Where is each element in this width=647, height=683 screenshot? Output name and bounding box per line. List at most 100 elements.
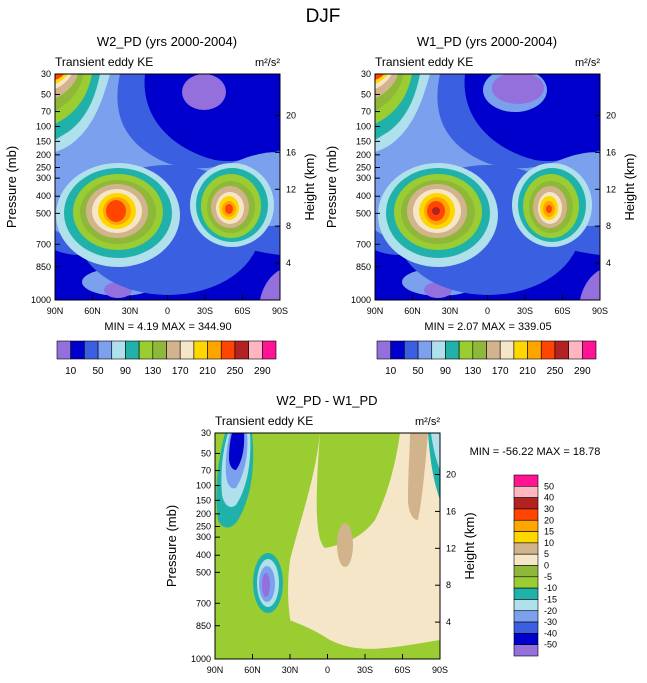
colorbar-swatch	[527, 340, 542, 360]
colorbar-swatch	[376, 340, 391, 360]
colorbar-swatch	[445, 340, 460, 360]
y-axis-label: Pressure (mb)	[324, 146, 339, 228]
y-tick-label: 250	[36, 162, 51, 172]
colorbar-swatch	[582, 340, 597, 360]
colorbar-swatch	[220, 340, 236, 360]
y-tick-label: 50	[41, 89, 51, 99]
colorbar-swatch	[513, 553, 539, 566]
height-tick-label: 8	[446, 580, 451, 590]
colorbar-swatch	[513, 610, 539, 623]
colorbar-swatch	[431, 340, 446, 360]
y-tick-label: 400	[196, 550, 211, 560]
colorbar-swatch	[458, 340, 474, 360]
x-tick-label: 60N	[84, 306, 101, 316]
colorbar-label: 0	[544, 561, 549, 571]
colorbar-label: 210	[519, 366, 536, 377]
contour-field	[215, 433, 440, 659]
x-tick-label: 30S	[357, 665, 373, 675]
colorbar-label: 5	[544, 549, 549, 559]
y-tick-label: 400	[356, 191, 371, 201]
colorbar-label: 10	[65, 366, 77, 377]
x-tick-label: 0	[485, 306, 490, 316]
colorbar-swatch	[513, 519, 539, 532]
height-tick-label: 12	[286, 184, 296, 194]
colorbar-label: 250	[227, 366, 244, 377]
y-axis-right-label: Height (km)	[622, 153, 637, 220]
height-tick-label: 4	[446, 617, 451, 627]
x-tick-label: 30S	[197, 306, 213, 316]
panel-left-label: Transient eddy KE	[55, 55, 153, 69]
y-tick-label: 70	[201, 466, 211, 476]
colorbar-swatch	[513, 621, 539, 634]
height-tick-label: 20	[606, 111, 616, 121]
height-tick-label: 8	[606, 221, 611, 231]
y-tick-label: 300	[36, 173, 51, 183]
height-tick-label: 12	[446, 543, 456, 553]
colorbar-swatch	[486, 340, 501, 360]
x-tick-label: 90N	[47, 306, 64, 316]
x-tick-label: 60N	[404, 306, 421, 316]
height-tick-label: 16	[286, 147, 296, 157]
y-tick-label: 500	[356, 208, 371, 218]
x-tick-label: 30N	[122, 306, 139, 316]
y-tick-label: 150	[196, 495, 211, 505]
figure-title: DJF	[306, 6, 341, 27]
y-tick-label: 300	[356, 173, 371, 183]
colorbar-label: -5	[544, 572, 552, 582]
y-tick-label: 850	[356, 262, 371, 272]
x-tick-label: 90S	[592, 306, 608, 316]
panel-title: W1_PD (yrs 2000-2004)	[417, 34, 557, 49]
y-tick-label: 150	[356, 136, 371, 146]
colorbar-label: 90	[120, 366, 132, 377]
y-axis-label: Pressure (mb)	[4, 146, 19, 228]
x-tick-label: 60S	[554, 306, 570, 316]
colorbar-swatch	[152, 340, 167, 360]
x-tick-label: 90N	[207, 665, 224, 675]
colorbar-swatch	[70, 340, 85, 360]
height-tick-label: 4	[286, 258, 291, 268]
colorbar-swatch	[56, 340, 71, 360]
colorbar-swatch	[568, 340, 583, 360]
colorbar-label: 170	[172, 366, 189, 377]
colorbar-swatch	[84, 340, 99, 360]
colorbar-swatch	[234, 340, 249, 360]
colorbar-swatch	[166, 340, 181, 360]
height-tick-label: 20	[446, 470, 456, 480]
y-tick-label: 300	[196, 532, 211, 542]
colorbar-label: -20	[544, 606, 557, 616]
colorbar-swatch	[513, 508, 539, 521]
y-tick-label: 50	[361, 89, 371, 99]
y-tick-label: 400	[36, 191, 51, 201]
colorbar-swatch	[138, 340, 154, 360]
x-tick-label: 30N	[442, 306, 459, 316]
panel-title: W2_PD (yrs 2000-2004)	[97, 34, 237, 49]
colorbar-label: 130	[464, 366, 481, 377]
y-tick-label: 500	[36, 208, 51, 218]
colorbar-swatch	[513, 587, 539, 600]
colorbar-label: -50	[544, 640, 557, 650]
colorbar-swatch	[513, 340, 528, 360]
colorbar-label: -30	[544, 617, 557, 627]
y-tick-label: 100	[356, 122, 371, 132]
colorbar-swatch	[513, 644, 539, 657]
colorbar-label: 50	[544, 481, 554, 491]
panel-title: W2_PD - W1_PD	[276, 393, 377, 408]
stats-label: MIN = 2.07 MAX = 339.05	[424, 321, 551, 333]
x-tick-label: 0	[165, 306, 170, 316]
colorbar-swatch	[179, 340, 195, 360]
x-tick-label: 0	[325, 665, 330, 675]
colorbar-label: 10	[385, 366, 397, 377]
y-tick-label: 50	[201, 448, 211, 458]
y-tick-label: 700	[36, 239, 51, 249]
y-tick-label: 100	[36, 122, 51, 132]
colorbar-swatch	[513, 633, 539, 645]
colorbar-label: 90	[440, 366, 452, 377]
stats-label: MIN = -56.22 MAX = 18.78	[470, 446, 601, 458]
x-tick-label: 60S	[394, 665, 410, 675]
colorbar-label: 50	[413, 366, 425, 377]
colorbar-swatch	[404, 340, 419, 360]
colorbar-label: 15	[544, 527, 554, 537]
stats-label: MIN = 4.19 MAX = 344.90	[104, 321, 231, 333]
colorbar-swatch	[540, 340, 556, 360]
colorbar-swatch	[193, 340, 208, 360]
